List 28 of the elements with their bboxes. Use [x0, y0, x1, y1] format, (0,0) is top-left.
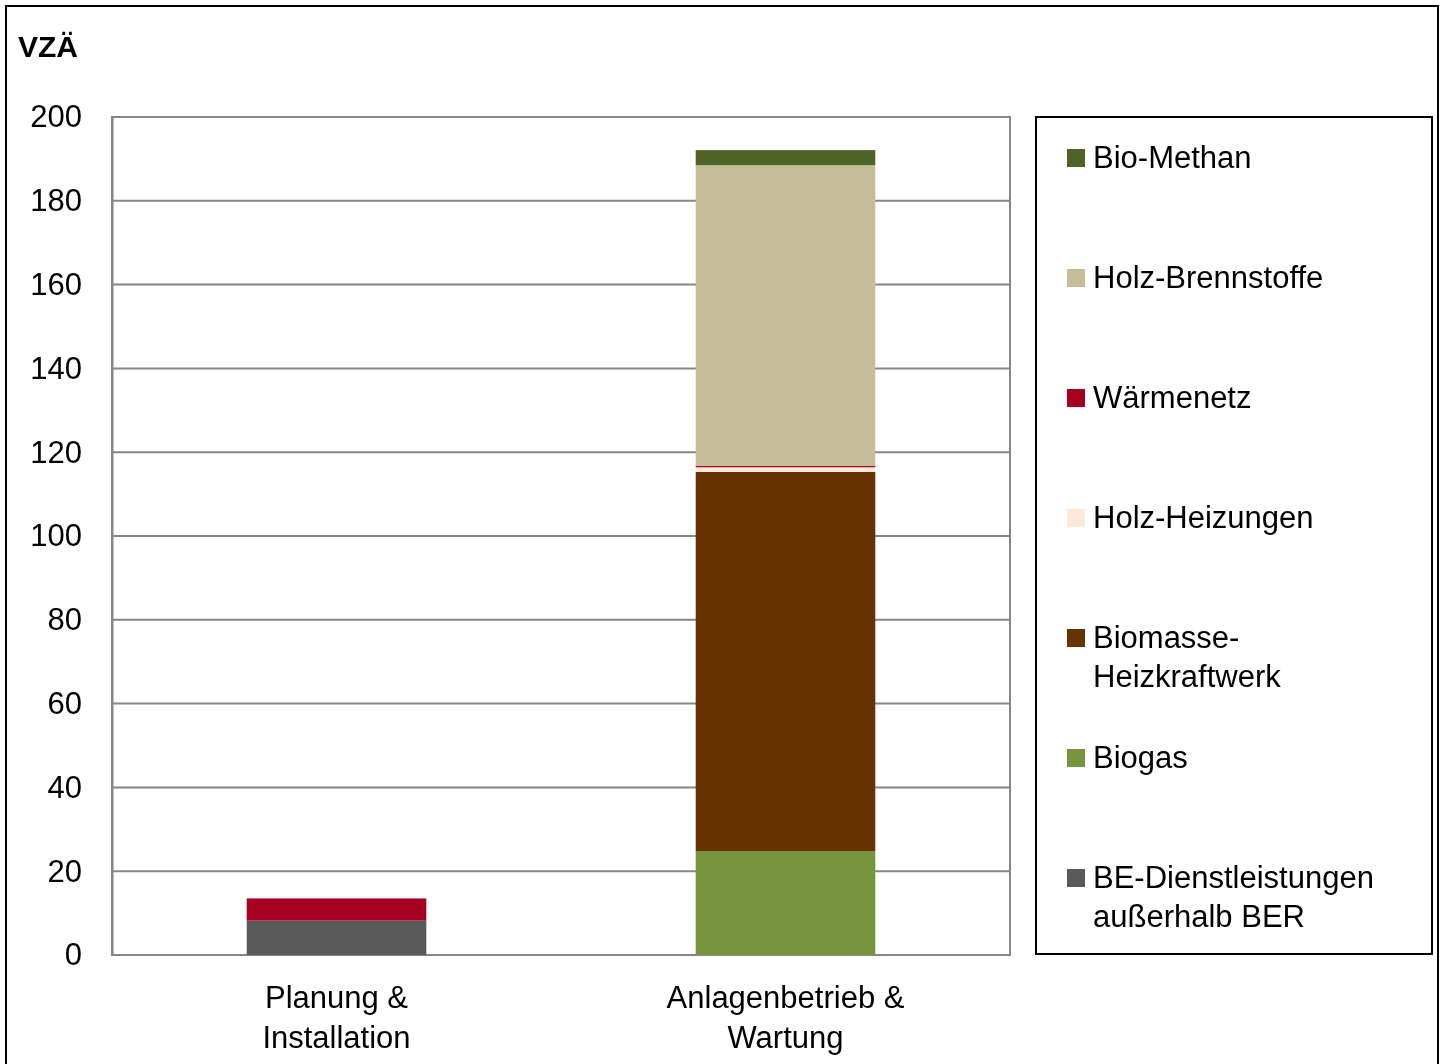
bar: [246, 898, 427, 921]
y-tick-label: 60: [47, 686, 82, 722]
y-tick-label: 40: [47, 769, 82, 805]
legend-label: Holz-Brennstoffe: [1093, 260, 1324, 295]
legend-label: Holz-Heizungen: [1093, 500, 1314, 535]
x-tick-label: Anlagenbetrieb & Wartung: [666, 980, 905, 1055]
y-tick-label: 200: [30, 99, 82, 135]
y-axis-title: VZÄ: [18, 30, 78, 63]
y-tick-label: 120: [30, 434, 82, 470]
legend-label: Biogas: [1093, 740, 1188, 775]
y-tick-label: 20: [47, 853, 82, 889]
legend-label: Wärmenetz: [1093, 380, 1252, 415]
y-tick-label: 100: [30, 518, 82, 554]
bar: [695, 467, 876, 472]
bar: [695, 471, 876, 852]
bar: [695, 150, 876, 166]
bar: [695, 851, 876, 955]
legend-label: Bio-Methan: [1093, 140, 1252, 175]
y-tick-label: 140: [30, 350, 82, 386]
legend-label: BE-Dienstleistungen außerhalb BER: [1093, 860, 1374, 934]
y-tick-label: 180: [30, 183, 82, 219]
y-tick-label: 160: [30, 267, 82, 303]
x-tick-label: Planung & Installation: [262, 980, 411, 1055]
bar: [246, 920, 427, 955]
y-tick-label: 0: [64, 937, 82, 973]
y-tick-label: 80: [47, 602, 82, 638]
bar: [695, 165, 876, 467]
legend-label: Biomasse-Heizkraftwerk: [1093, 620, 1282, 694]
